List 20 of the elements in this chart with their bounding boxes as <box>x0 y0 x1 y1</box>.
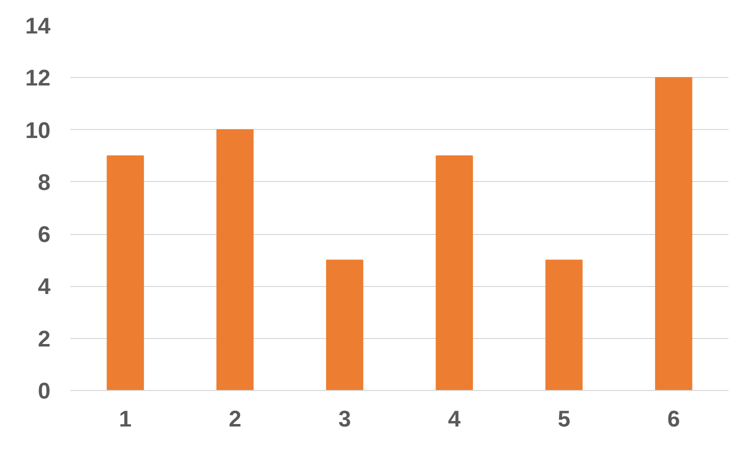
x-tick-label: 5 <box>558 406 570 432</box>
y-tick-label: 10 <box>25 116 50 143</box>
y-tick-label: 4 <box>38 273 51 300</box>
x-tick-label: 4 <box>448 406 462 432</box>
y-tick-label: 6 <box>38 221 51 248</box>
y-tick-label: 12 <box>25 64 50 91</box>
bar <box>545 260 583 390</box>
x-tick-label: 2 <box>228 406 242 432</box>
x-tick-label: 3 <box>338 406 351 432</box>
y-tick-label: 2 <box>38 325 51 352</box>
y-tick-label: 8 <box>38 168 51 195</box>
bar <box>106 155 144 390</box>
y-tick-label: 14 <box>25 12 51 38</box>
bar <box>216 129 254 390</box>
x-tick-label: 1 <box>119 406 132 432</box>
x-tick-label: 6 <box>667 406 680 432</box>
bar <box>655 77 692 390</box>
bar <box>326 260 364 390</box>
y-tick-label: 0 <box>38 378 51 404</box>
bar <box>436 155 473 390</box>
